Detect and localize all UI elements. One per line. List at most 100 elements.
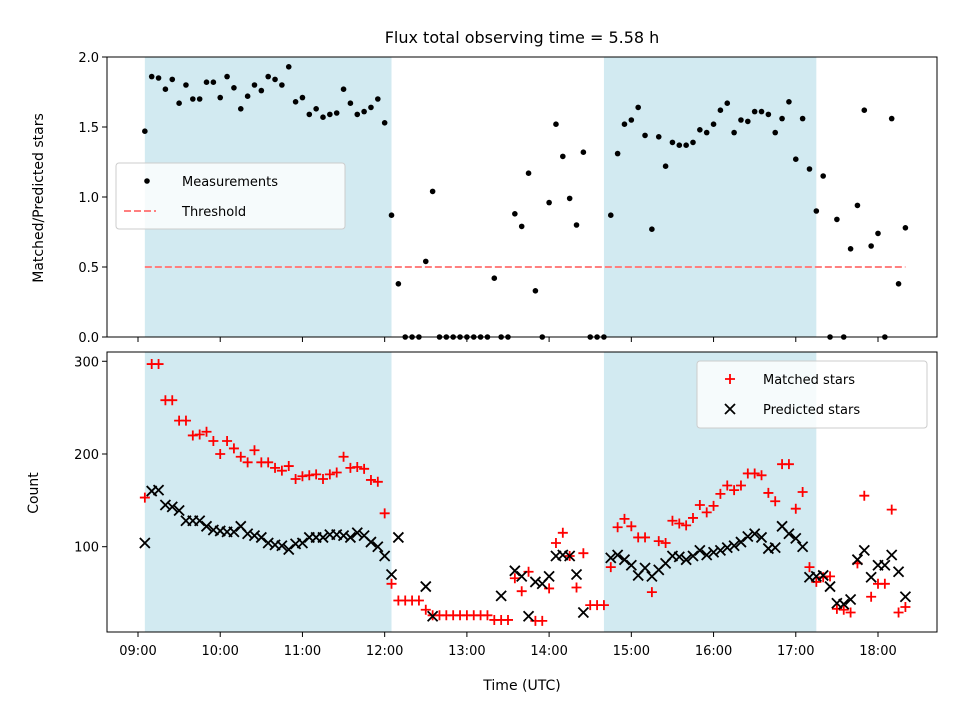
measurement-point: [751, 108, 758, 115]
legend-box: [696, 360, 928, 429]
predicted-stars-point: [385, 568, 398, 581]
predicted-stars-point: [728, 540, 740, 552]
matched-stars-point: [304, 470, 315, 481]
matched-stars-point: [359, 463, 370, 474]
measurement-point: [251, 82, 258, 88]
measurement-point: [525, 170, 532, 176]
measurement-point: [190, 96, 196, 102]
matched-stars-point: [893, 607, 904, 618]
measurement-point: [429, 188, 436, 195]
matched-stars-point: [674, 518, 685, 529]
predicted-stars-point: [714, 544, 727, 557]
measurement-point: [203, 79, 210, 85]
measurement-point: [155, 75, 162, 81]
matched-stars-point: [598, 600, 609, 611]
matched-stars-point: [242, 457, 253, 468]
measurement-point: [676, 142, 683, 148]
predicted-stars-point: [570, 568, 583, 581]
predicted-stars-point: [166, 501, 178, 513]
matched-stars-point: [386, 578, 397, 589]
matched-stars-point: [557, 527, 568, 538]
matched-stars-point: [749, 468, 760, 479]
measurement-point: [388, 212, 395, 218]
measurement-point: [888, 115, 895, 122]
matched-stars-point: [345, 462, 356, 473]
measurement-point: [532, 288, 539, 294]
measurement-point: [854, 202, 861, 209]
matched-stars-point: [612, 522, 623, 533]
predicted-stars-point: [351, 527, 363, 539]
matched-stars-point: [139, 492, 150, 503]
legend-predicted-swatch: [724, 403, 736, 415]
measurement-point: [635, 104, 641, 111]
matched-stars-point: [715, 488, 726, 499]
legend-label: Threshold: [181, 205, 246, 220]
predicted-stars-point: [248, 529, 261, 542]
measurement-point: [340, 86, 347, 92]
matched-stars-point: [365, 474, 376, 485]
matched-stars-point: [688, 512, 698, 523]
predicted-stars-point: [262, 537, 274, 549]
measurement-point: [738, 117, 744, 123]
predicted-stars-point: [337, 529, 350, 542]
measurement-point: [690, 139, 696, 146]
measurement-point: [217, 94, 224, 101]
y-tick-label: 1.5: [78, 121, 99, 136]
measurement-point: [731, 129, 737, 136]
measurement-point: [697, 127, 703, 133]
predicted-stars-point: [742, 530, 754, 543]
matched-stars-point: [297, 471, 308, 482]
measurement-point: [265, 73, 271, 80]
measurement-point: [792, 156, 799, 162]
measurement-point: [607, 212, 614, 218]
measurement-point: [717, 107, 724, 113]
matched-stars-point: [338, 451, 349, 462]
x-tick-label: 11:00: [284, 644, 321, 659]
matched-stars-point: [729, 485, 740, 496]
x-tick-label: 14:00: [530, 644, 567, 659]
predicted-stars-point: [605, 552, 617, 564]
measurement-point: [573, 222, 580, 228]
x-tick-label: 13:00: [448, 644, 485, 659]
matched-stars-point: [537, 615, 548, 626]
predicted-stars-point: [858, 544, 870, 557]
matched-stars-point: [701, 507, 712, 518]
predicted-stars-point: [365, 536, 377, 548]
predicted-stars-point: [721, 541, 733, 554]
predicted-stars-point: [899, 591, 912, 603]
x-tick-label: 16:00: [695, 644, 732, 659]
predicted-stars-point: [625, 559, 637, 571]
predicted-stars-point: [392, 531, 405, 544]
predicted-stars-point: [735, 536, 747, 548]
measurement-point: [806, 166, 813, 172]
measurement-point: [895, 281, 902, 287]
predicted-stars-point: [317, 531, 329, 544]
matched-stars-point: [201, 426, 212, 437]
shaded-band-1-0: [144, 352, 392, 632]
matched-stars-point: [660, 537, 671, 548]
matched-stars-point: [694, 499, 705, 510]
predicted-stars-point: [296, 537, 309, 549]
predicted-stars-point: [200, 520, 213, 532]
predicted-stars-point: [892, 566, 905, 578]
predicted-stars-point: [817, 569, 829, 582]
predicted-stars-point: [824, 580, 836, 593]
y-tick-label: 100: [74, 541, 99, 556]
matched-stars-point: [276, 465, 287, 476]
shaded-band-0-1: [603, 57, 817, 337]
matched-stars-point: [379, 508, 390, 519]
x-tick-label: 17:00: [777, 644, 814, 659]
matched-stars-point: [482, 610, 493, 621]
predicted-stars-point: [228, 526, 240, 538]
predicted-stars-point: [865, 571, 877, 583]
predicted-stars-point: [173, 504, 185, 517]
measurement-point: [320, 114, 326, 120]
matched-stars-point: [886, 504, 897, 515]
matched-stars-point: [516, 586, 527, 597]
predicted-stars-point: [694, 544, 706, 557]
legend-box: [115, 162, 346, 230]
matched-stars-point: [646, 587, 657, 598]
predicted-stars-point: [879, 559, 891, 571]
matched-stars-point: [845, 607, 856, 618]
predicted-stars-point: [420, 580, 432, 593]
